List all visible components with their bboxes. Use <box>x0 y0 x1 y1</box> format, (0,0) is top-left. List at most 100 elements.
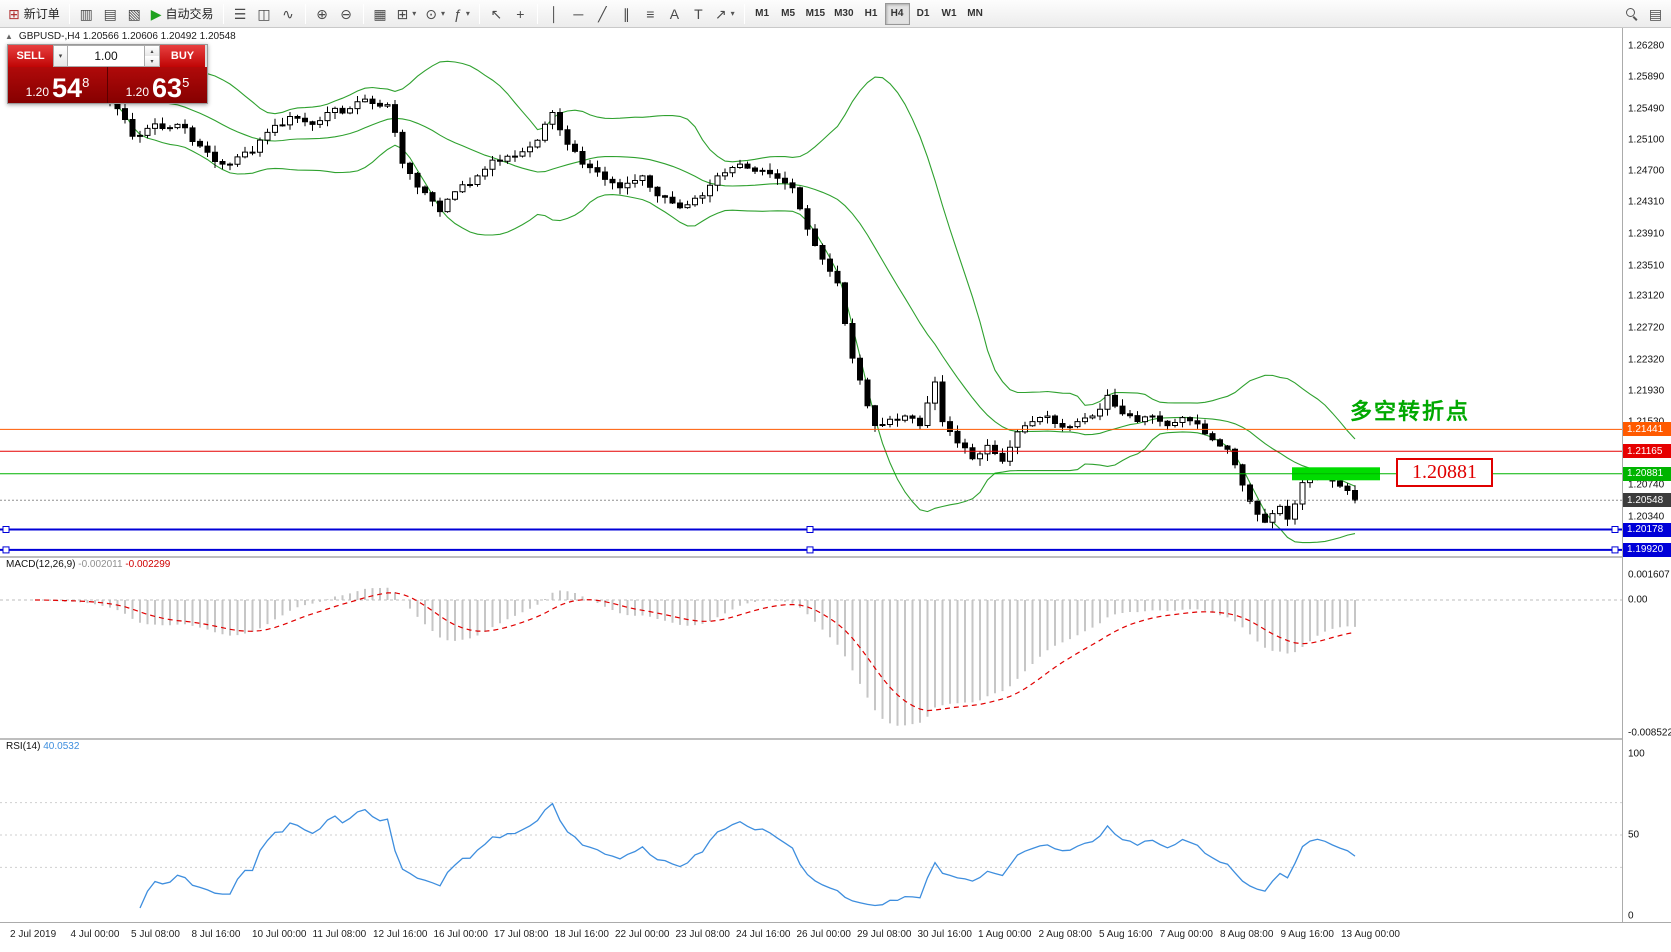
turning-point-annotation[interactable]: 多空转折点 <box>1350 400 1471 425</box>
tile-windows-button[interactable]: ▦ <box>369 2 392 26</box>
buy-price-base: 1.20 <box>125 85 150 99</box>
line-handle[interactable] <box>806 526 814 533</box>
arrows-button[interactable]: ↗ ▾ <box>711 2 739 26</box>
new-chart-button[interactable]: ⊞ ▾ <box>393 2 421 26</box>
macd-scale-label: -0.008522 <box>1628 727 1671 739</box>
price-scale-label: 1.26280 <box>1628 40 1665 52</box>
price-tag: 1.21441 <box>1623 422 1671 437</box>
rsi-name: RSI(14) <box>6 741 41 752</box>
layout-button[interactable]: ▤ <box>1644 2 1667 26</box>
timeframe-m30[interactable]: M30 <box>834 8 854 19</box>
horizontal-line-button[interactable]: ─ <box>567 2 590 26</box>
panel-splitter-rsi[interactable] <box>0 738 1671 740</box>
volume-input[interactable] <box>68 45 145 67</box>
timeframe-d1[interactable]: D1 <box>916 8 930 19</box>
text-icon: A <box>669 5 680 22</box>
timeframe-mn[interactable]: MN <box>967 8 983 19</box>
toolbar-separator <box>222 3 224 24</box>
zoom-in-button[interactable]: ⊕ <box>311 2 334 26</box>
time-axis-label: 13 Aug 00:00 <box>1341 929 1400 940</box>
line-handle[interactable] <box>1611 526 1619 533</box>
trendline-button[interactable]: ╱ <box>591 2 614 26</box>
text-button[interactable]: A <box>663 2 686 26</box>
bar-chart-button[interactable]: ☰ <box>229 2 252 26</box>
fibonacci-icon: ≡ <box>646 5 655 22</box>
timeframe-m1[interactable]: M1 <box>755 8 770 19</box>
buy-button[interactable]: BUY <box>160 45 205 67</box>
line-handle[interactable] <box>2 526 10 533</box>
candle-wicks <box>34 74 1356 529</box>
new-order-button[interactable]: ⊞ 新订单 <box>4 2 64 26</box>
time-axis-label: 24 Jul 16:00 <box>736 929 791 940</box>
time-axis-label: 18 Jul 16:00 <box>554 929 610 940</box>
crosshair-button[interactable]: + <box>509 2 532 26</box>
new-order-icon: ⊞ <box>8 5 20 22</box>
timeframe-m15[interactable]: M15 <box>805 8 826 19</box>
search-icon <box>1625 7 1638 20</box>
text-label-button[interactable]: T <box>687 2 710 26</box>
auto-trading-icon: ▶ <box>150 5 162 22</box>
candlestick-chart-button[interactable]: ◫ <box>253 2 276 26</box>
channel-button[interactable]: ∥ <box>615 2 638 26</box>
indicators-button[interactable]: ƒ ▾ <box>450 2 474 26</box>
price-scale[interactable]: 1.26280 1.25890 1.25490 1.25100 1.24700 1.243… <box>1622 28 1671 922</box>
timeframe-h4[interactable]: H4 <box>884 2 910 25</box>
macd-histogram <box>41 587 1356 726</box>
price-scale-label: 1.21930 <box>1628 385 1665 397</box>
volume-up-button[interactable]: ▴ <box>145 46 159 56</box>
fibonacci-button[interactable]: ≡ <box>639 2 662 26</box>
line-chart-button[interactable]: ∿ <box>277 2 300 26</box>
time-axis[interactable]: 2 Jul 2019 4 Jul 00:00 5 Jul 08:00 8 Jul 16… <box>0 922 1671 952</box>
one-click-collapse-icon[interactable]: ▲ <box>5 32 13 41</box>
cursor-button[interactable]: ↖ <box>485 2 508 26</box>
timeframe-w1[interactable]: W1 <box>941 8 957 19</box>
price-scale-label: 1.23910 <box>1628 228 1665 240</box>
time-axis-label: 2 Aug 08:00 <box>1038 929 1092 940</box>
rsi-scale-label: 100 <box>1628 748 1645 760</box>
zoom-out-button[interactable]: ⊖ <box>335 2 358 26</box>
macd-scale-label: 0.001607 <box>1628 569 1670 581</box>
price-scale-label: 1.23510 <box>1628 260 1665 271</box>
rsi-scale-label: 50 <box>1628 829 1640 841</box>
line-handle[interactable] <box>806 546 814 554</box>
search-button[interactable] <box>1620 2 1643 26</box>
new-chart-icon: ⊞ <box>396 5 409 22</box>
volume-dropdown-button[interactable]: ▾ <box>53 45 68 67</box>
price-scale-label: 1.20740 <box>1628 479 1665 491</box>
line-handle[interactable] <box>1611 546 1619 554</box>
volume-down-button[interactable]: ▾ <box>145 56 159 66</box>
navigator-button[interactable]: ▧ <box>123 2 146 26</box>
line-chart-icon: ∿ <box>282 5 294 22</box>
period-icon: ⊙ <box>425 5 438 22</box>
one-click-top-row: SELL ▾ ▴ ▾ BUY <box>8 45 207 67</box>
buy-price-panel[interactable]: 1.20 63 5 <box>108 67 207 103</box>
bollinger-bands <box>57 60 1356 544</box>
timeframe-h1[interactable]: H1 <box>864 8 878 19</box>
time-axis-label: 1 Aug 00:00 <box>978 929 1032 940</box>
time-axis-label: 17 Jul 08:00 <box>494 929 549 940</box>
volume-stepper: ▴ ▾ <box>145 45 160 67</box>
rsi-layer <box>0 802 1622 909</box>
caret-down-icon: ▾ <box>412 9 417 18</box>
macd-signal-value: -0.002299 <box>125 559 171 570</box>
auto-trading-button[interactable]: ▶ 自动交易 <box>147 2 218 26</box>
period-button[interactable]: ⊙ ▾ <box>421 2 449 26</box>
timeframe-m5[interactable]: M5 <box>781 8 796 19</box>
time-axis-label: 10 Jul 00:00 <box>252 929 307 940</box>
price-level-label[interactable]: 1.20881 <box>1396 458 1493 487</box>
toolbar-separator <box>304 3 306 24</box>
price-tag: 1.19920 <box>1623 542 1671 557</box>
panel-splitter-macd[interactable] <box>0 556 1671 558</box>
market-watch-button[interactable]: ▥ <box>75 2 98 26</box>
caret-down-icon: ▾ <box>730 9 735 18</box>
sell-button[interactable]: SELL <box>8 45 53 67</box>
sell-price-pips: 54 <box>52 73 83 104</box>
caret-down-icon: ▾ <box>441 9 446 18</box>
layout-icon: ▤ <box>1648 5 1663 22</box>
line-handle[interactable] <box>2 546 10 554</box>
sell-price-panel[interactable]: 1.20 54 8 <box>8 67 107 103</box>
data-window-button[interactable]: ▤ <box>99 2 122 26</box>
price-tag: 1.20178 <box>1623 522 1671 537</box>
vertical-line-button[interactable]: │ <box>543 2 566 26</box>
